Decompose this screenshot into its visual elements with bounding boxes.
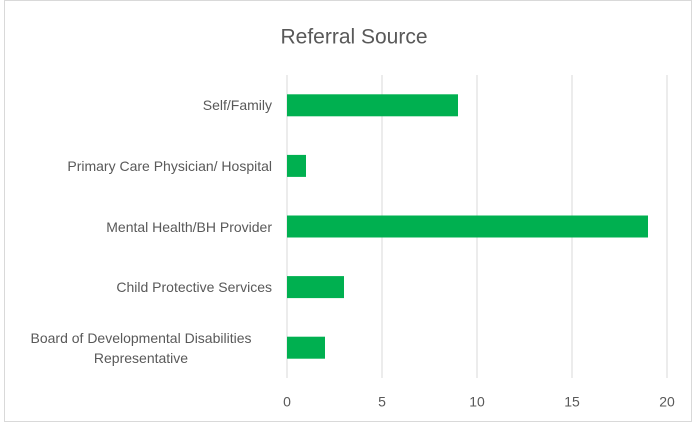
y-tick-label: Primary Care Physician/ Hospital <box>67 157 272 174</box>
y-tick-label: Mental Health/BH Provider <box>106 218 272 235</box>
x-tick-label: 0 <box>283 394 291 410</box>
y-tick-label-box: Child Protective Services <box>116 262 272 312</box>
x-tick-label: 15 <box>564 394 580 410</box>
y-tick-label: Self/Family <box>202 97 272 114</box>
x-tick-label: 20 <box>659 394 675 410</box>
bar <box>287 336 325 359</box>
y-tick-label: Board of Developmental Disabilities Repr… <box>30 329 252 366</box>
bar <box>287 215 648 238</box>
y-tick-label-box: Primary Care Physician/ Hospital <box>67 141 272 191</box>
bar <box>287 94 458 117</box>
y-tick-label-box: Board of Developmental Disabilities Repr… <box>10 323 272 373</box>
y-tick-label-box: Self/Family <box>203 80 272 130</box>
x-tick-label: 5 <box>378 394 386 410</box>
y-tick-label: Child Protective Services <box>116 279 272 296</box>
bar <box>287 154 306 177</box>
y-tick-label-box: Mental Health/BH Provider <box>106 202 272 252</box>
chart-title: Referral Source <box>280 26 427 49</box>
chart-border <box>4 0 692 422</box>
bar <box>287 276 344 299</box>
x-tick-label: 10 <box>469 394 485 410</box>
